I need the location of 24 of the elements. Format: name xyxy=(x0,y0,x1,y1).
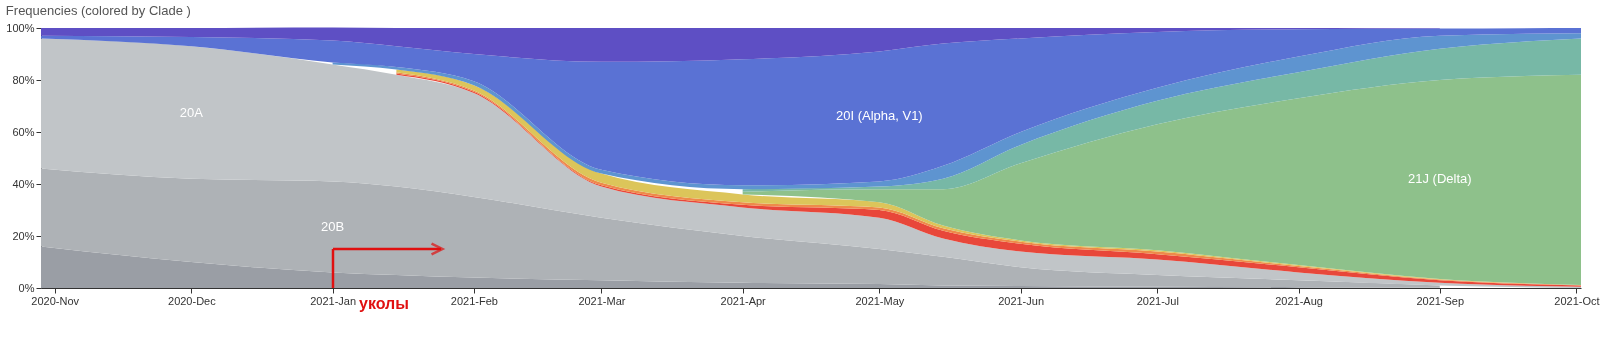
chart-title: Frequencies (colored by Clade ) xyxy=(5,3,191,18)
y-tick-label: 80% xyxy=(12,73,35,86)
text: уколы xyxy=(359,295,409,312)
series-label: 21J (Delta) xyxy=(1407,171,1472,187)
y-tick-label: 20% xyxy=(12,229,35,242)
y-tick-label: 60% xyxy=(12,125,35,138)
x-tick-label: 2021-Jul xyxy=(1136,294,1179,307)
series-label: 20B xyxy=(321,218,345,234)
y-tick-label: 0% xyxy=(18,281,35,294)
x-tick-label: 2021-Feb xyxy=(450,294,498,307)
x-tick-label: 2020-Dec xyxy=(168,294,217,307)
x-tick-label: 2021-May xyxy=(855,294,905,307)
x-tick-label: 2021-Sep xyxy=(1416,294,1465,307)
x-tick-label: 2021-Aug xyxy=(1275,294,1323,307)
series-label: 20A xyxy=(179,104,204,120)
x-tick-label: 2020-Nov xyxy=(31,294,80,307)
x-tick-label: 2021-Jun xyxy=(998,294,1045,307)
x-tick-label: 2021-Oct xyxy=(1554,294,1600,307)
y-tick-label: 40% xyxy=(12,177,35,190)
x-tick-label: 2021-Jan xyxy=(310,294,357,307)
x-tick-label: 2021-Apr xyxy=(720,294,767,307)
y-tick-label: 100% xyxy=(6,21,35,34)
x-tick-label: 2021-Mar xyxy=(578,294,626,307)
series-label: 20I (Alpha, V1) xyxy=(835,108,923,124)
